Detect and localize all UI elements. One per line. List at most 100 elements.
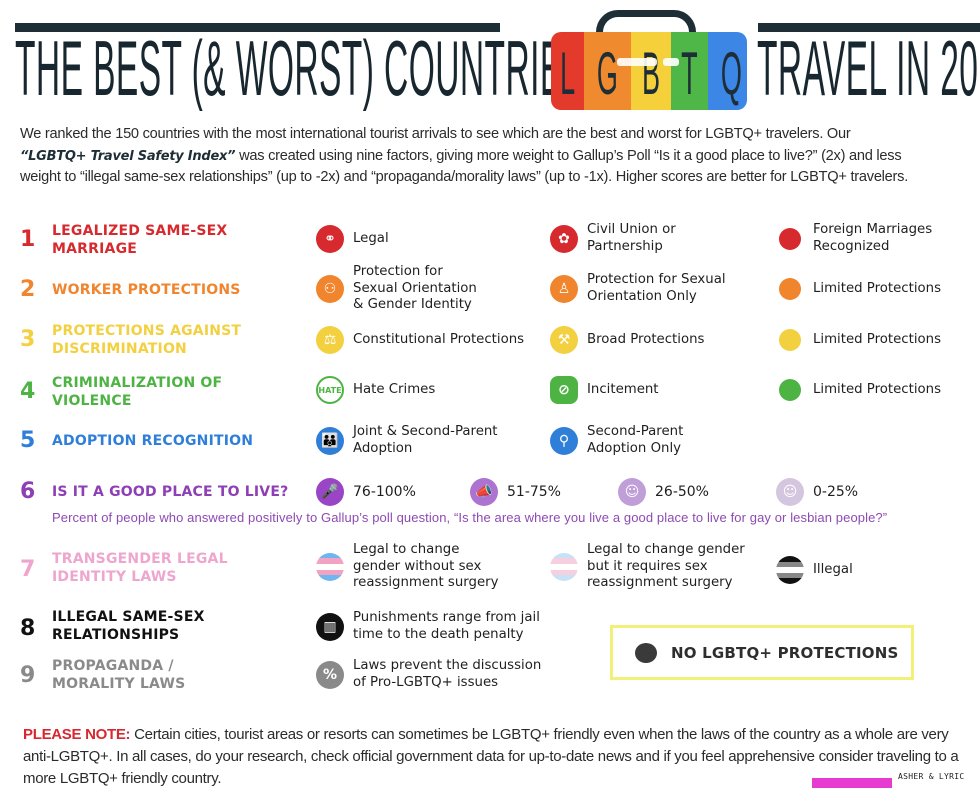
logo-stripe-green: T <box>671 32 708 110</box>
legend-item: Legal to change gender without sex reass… <box>316 542 498 592</box>
please-note-label: PLEASE NOTE: <box>23 726 131 743</box>
pink-accent-bar <box>812 778 892 788</box>
category-number: 2 <box>20 277 36 302</box>
megaphone-icon: 📣 <box>470 478 498 506</box>
suitcase-body: L G B T Q + <box>551 32 747 110</box>
legend-item: Limited Protections <box>779 278 941 300</box>
category-number: 3 <box>20 327 36 352</box>
legend-item: Illegal <box>776 556 853 584</box>
legend-item: ☺ 0-25% <box>776 478 858 506</box>
legend-item: 👪 Joint & Second-Parent Adoption <box>316 424 498 457</box>
legend-label: Legal to change gender but it requires s… <box>587 542 745 590</box>
dark-dot-icon <box>635 642 657 663</box>
legend-label: Joint & Second-Parent Adoption <box>353 424 498 456</box>
please-note-text: Certain cities, tourist areas or resorts… <box>23 726 959 787</box>
legend-item: 📣 51-75% <box>470 478 561 506</box>
scales-icon: ⚖ <box>316 326 344 354</box>
no-protections-legend: NO LGBTQ+ PROTECTIONS <box>610 625 914 680</box>
suitcase-tab <box>663 58 679 66</box>
legend-item: ☺ 26-50% <box>618 478 709 506</box>
orange-dot-icon <box>779 278 801 300</box>
wedding-rings-icon: ⚭ <box>316 225 344 253</box>
category-title: IS IT A GOOD PLACE TO LIVE? <box>52 484 289 500</box>
legend-label: 0-25% <box>813 483 859 500</box>
logo-letter: T <box>681 40 698 107</box>
person-icon: ♙ <box>550 274 578 303</box>
intro-line-2: was created using nine factors, giving m… <box>235 147 902 164</box>
legend-label: Limited Protections <box>813 381 942 397</box>
family-icon: 👪 <box>316 426 344 455</box>
category-number: 6 <box>20 479 36 504</box>
rose-icon: ✿ <box>550 224 578 253</box>
category-title: CRIMINALIZATION OF VIOLENCE <box>52 375 223 409</box>
legend-label: Second-Parent Adoption Only <box>587 424 684 456</box>
legend-item: 🎤 76-100% <box>316 478 416 506</box>
lgbtq-suitcase-logo: L G B T Q + <box>551 10 747 110</box>
red-dot-icon <box>779 227 801 250</box>
legend-item: ⚖ Constitutional Protections <box>316 326 524 354</box>
gallup-note: Percent of people who answered positivel… <box>52 510 888 525</box>
legend-label: Protection for Sexual Orientation & Gend… <box>353 264 477 312</box>
no-speech-icon: ⊘ <box>550 376 578 404</box>
legend-label: Broad Protections <box>587 331 705 347</box>
logo-stripe-red: L <box>551 32 585 110</box>
legend-item: ⊘ Incitement <box>550 376 659 404</box>
legend-label: 51-75% <box>507 483 561 500</box>
logo-stripe-blue: Q <box>707 32 747 110</box>
legend-label: Constitutional Protections <box>353 331 525 347</box>
category-title: LEGALIZED SAME-SEX MARRIAGE <box>52 223 228 257</box>
legend-label: Legal <box>353 230 389 246</box>
legend-label: Illegal <box>813 561 853 577</box>
legend-label: Civil Union or Partnership <box>587 222 676 254</box>
legend-label: Protection for Sexual Orientation Only <box>587 272 726 304</box>
green-dot-icon <box>779 379 801 401</box>
index-name: “LGBTQ+ Travel Safety Index” <box>20 148 236 164</box>
face-icon: ☺ <box>618 478 646 506</box>
title-right: TRAVEL IN 2021 <box>757 24 980 112</box>
legend-item: Limited Protections <box>779 329 941 351</box>
intro-line-1: We ranked the 150 countries with the mos… <box>20 126 851 142</box>
header-rule-left <box>15 23 500 32</box>
legend-item: HATE Hate Crimes <box>316 376 435 404</box>
legend-item: Limited Protections <box>779 379 941 401</box>
censor-icon: % <box>316 660 344 689</box>
face-icon: ☺ <box>776 478 804 506</box>
intro-paragraph: We ranked the 150 countries with the mos… <box>20 124 975 189</box>
category-title: PROTECTIONS AGAINST DISCRIMINATION <box>52 323 242 357</box>
category-number: 1 <box>20 227 36 252</box>
parent-child-icon: ⚲ <box>550 426 578 455</box>
logo-stripe-yellow: B <box>631 32 672 110</box>
legend-item: ♙ Protection for Sexual Orientation Only <box>550 272 726 305</box>
intro-line-3: weight to “illegal same-sex relationship… <box>20 169 909 185</box>
logo-stripe-orange: G <box>584 32 632 110</box>
legend-item: ⚒ Broad Protections <box>550 326 704 354</box>
credit-label: ASHER & LYRIC <box>898 772 965 781</box>
logo-letter: Q <box>720 40 742 107</box>
logo-letter: L <box>560 40 576 107</box>
category-number: 4 <box>20 379 36 404</box>
infographic-header: THE BEST (& WORST) COUNTRIES FOR L G B T… <box>0 0 980 112</box>
legend-label: Punishments range from jail time to the … <box>353 610 540 642</box>
suitcase-tab <box>617 58 657 66</box>
category-number: 9 <box>20 663 36 688</box>
category-number: 8 <box>20 616 36 641</box>
legend-label: Limited Protections <box>813 331 942 347</box>
header-rule-right <box>758 23 980 32</box>
category-title: TRANSGENDER LEGAL IDENTITY LAWS <box>52 551 228 585</box>
legend-label: Incitement <box>587 381 659 397</box>
no-protections-label: NO LGBTQ+ PROTECTIONS <box>671 643 899 662</box>
legend-label: 76-100% <box>353 483 416 500</box>
logo-letter: B <box>642 40 661 107</box>
microphone-icon: 🎤 <box>316 478 344 506</box>
category-title: WORKER PROTECTIONS <box>52 282 241 298</box>
legend-label: Legal to change gender without sex reass… <box>353 542 499 590</box>
category-title: PROPAGANDA / MORALITY LAWS <box>52 658 186 692</box>
legend-label: Laws prevent the discussion of Pro-LGBTQ… <box>353 658 542 690</box>
suitcase-handle-icon <box>596 10 696 40</box>
group-icon: ⚇ <box>316 274 344 303</box>
jail-icon: ▥ <box>316 612 344 641</box>
gray-flag-icon <box>776 556 804 584</box>
legend-label: Foreign Marriages Recognized <box>813 222 933 254</box>
gavel-icon: ⚒ <box>550 326 578 354</box>
legend-item: ⚲ Second-Parent Adoption Only <box>550 424 683 457</box>
